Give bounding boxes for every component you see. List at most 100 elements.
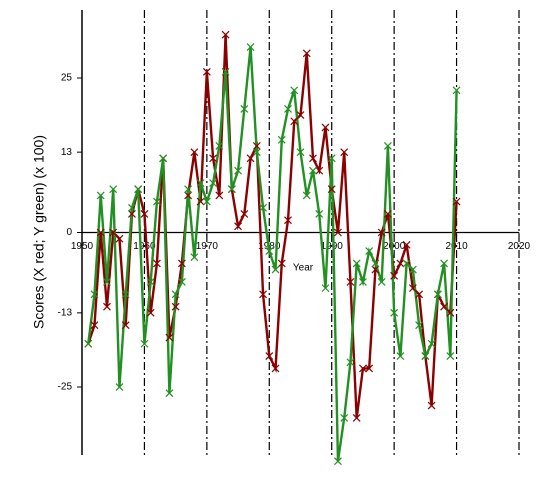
point-marker [177, 259, 186, 268]
point-marker [190, 148, 199, 157]
point-marker [315, 166, 324, 175]
point-marker [334, 457, 342, 466]
point-marker [265, 247, 274, 255]
point-marker [184, 185, 193, 194]
point-marker [396, 259, 405, 268]
point-marker [402, 259, 411, 268]
point-marker [202, 197, 211, 206]
point-marker [408, 265, 417, 274]
point-marker [140, 210, 149, 218]
point-marker [352, 413, 361, 422]
point-marker [390, 308, 399, 317]
point-marker [128, 203, 136, 212]
x-tick-label: 1990 [321, 241, 344, 252]
y-axis-label: Scores (X red; Y green) (x 100) [31, 135, 47, 329]
point-marker [383, 142, 392, 150]
point-marker [302, 49, 311, 58]
point-marker [446, 352, 455, 361]
point-marker [159, 154, 168, 163]
point-marker [415, 321, 424, 330]
point-marker [377, 228, 386, 237]
point-marker [277, 135, 286, 144]
point-marker [259, 290, 267, 299]
point-marker [221, 67, 230, 76]
point-marker [202, 67, 211, 76]
point-marker [365, 364, 374, 373]
y-tick-label: 13 [61, 147, 73, 158]
point-marker [284, 216, 292, 225]
point-marker [321, 284, 330, 293]
point-marker [433, 290, 442, 299]
x-tick-label: 2020 [508, 241, 531, 252]
point-marker [227, 185, 236, 194]
point-marker [115, 383, 124, 391]
point-marker [346, 358, 355, 367]
point-marker [359, 364, 367, 373]
point-marker [252, 148, 261, 157]
point-marker [327, 154, 336, 163]
point-marker [290, 86, 299, 95]
y-tick-label: -13 [58, 307, 73, 318]
point-marker [390, 271, 399, 280]
point-marker [152, 197, 161, 206]
point-marker [103, 302, 111, 311]
point-marker [271, 265, 280, 274]
point-marker [427, 401, 436, 410]
point-marker [396, 352, 405, 361]
point-marker [415, 290, 424, 299]
point-marker [134, 185, 143, 194]
point-marker [171, 302, 180, 311]
point-marker [146, 278, 155, 286]
point-marker [234, 222, 242, 231]
x-tick-label: 2010 [445, 241, 468, 252]
point-marker [402, 240, 411, 249]
point-marker [296, 148, 305, 157]
point-marker [196, 197, 205, 206]
point-marker [284, 104, 292, 113]
point-marker [103, 278, 111, 286]
point-marker [259, 203, 267, 212]
point-marker [246, 154, 255, 163]
x-tick-label: 1960 [133, 241, 156, 252]
x-tick-label: 1970 [196, 241, 219, 252]
point-marker [165, 333, 174, 342]
point-marker [421, 352, 430, 361]
point-marker [252, 142, 261, 150]
point-marker [128, 210, 136, 218]
point-marker [327, 185, 336, 194]
y-tick-label: 25 [61, 73, 73, 84]
point-marker [165, 389, 174, 398]
point-marker [171, 290, 180, 299]
point-marker [296, 111, 305, 119]
point-marker [84, 339, 93, 348]
point-marker [352, 259, 361, 268]
point-marker [146, 308, 155, 317]
point-marker [315, 210, 324, 218]
point-marker [271, 364, 280, 373]
point-marker [290, 117, 299, 126]
series-line [87, 34, 458, 419]
point-marker [359, 278, 367, 286]
point-marker [427, 339, 436, 348]
point-marker [96, 228, 105, 237]
point-marker [408, 284, 417, 293]
point-marker [321, 123, 330, 132]
point-marker [277, 259, 286, 268]
point-marker [140, 339, 149, 348]
point-marker [452, 197, 461, 206]
point-marker [109, 228, 118, 237]
point-marker [340, 148, 349, 157]
point-marker [365, 247, 374, 255]
point-marker [115, 234, 124, 243]
series-line [87, 46, 458, 462]
point-marker [234, 166, 242, 175]
x-tick-label: 2000 [383, 241, 406, 252]
point-marker [152, 259, 161, 268]
point-marker [334, 228, 342, 237]
point-marker [215, 191, 224, 200]
point-marker [371, 259, 380, 268]
y-tick-label: -25 [58, 382, 73, 393]
point-marker [246, 43, 255, 52]
point-marker [215, 142, 224, 150]
